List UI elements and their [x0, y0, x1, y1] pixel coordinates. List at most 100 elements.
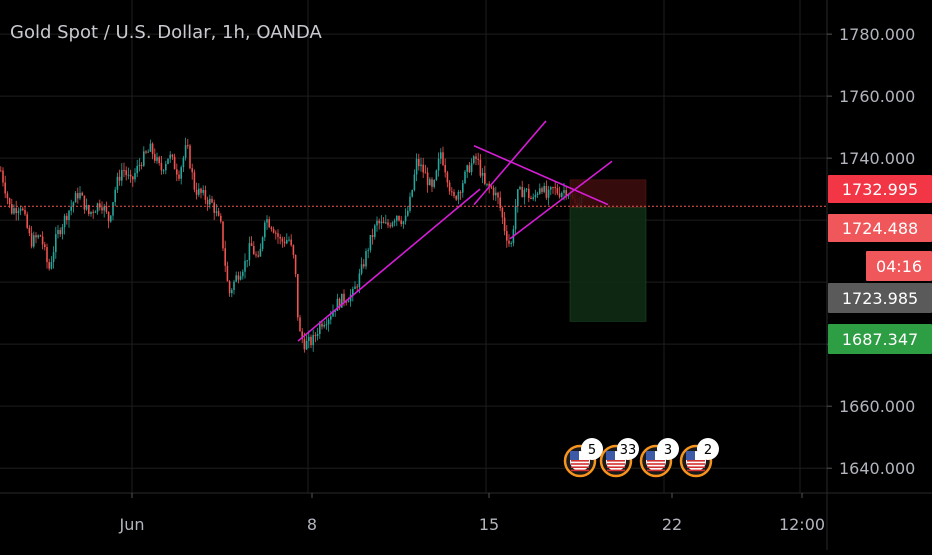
candle-body: [501, 207, 504, 218]
candle-body: [338, 298, 341, 308]
candle-body: [477, 158, 479, 160]
candle-body: [299, 317, 301, 332]
candle-body: [404, 215, 407, 222]
stop-price-badge-label: 1732.995: [842, 180, 918, 199]
current-price-badge[interactable]: [828, 214, 932, 242]
candle-body: [330, 316, 332, 320]
candle-body: [24, 209, 26, 215]
trendline-breakout-support[interactable]: [473, 120, 547, 206]
candle-body: [224, 248, 226, 266]
time-axis-label: 12:00: [779, 515, 825, 534]
candle-body: [70, 206, 72, 211]
candle-body: [407, 210, 409, 216]
candle-body: [442, 152, 444, 165]
candle-body: [0, 170, 2, 172]
trendline-descending-resistance[interactable]: [473, 144, 609, 206]
trendline-ascending-support[interactable]: [297, 188, 481, 342]
take-profit-zone[interactable]: [569, 207, 647, 322]
event-count-badge[interactable]: [657, 438, 679, 460]
candle-body: [385, 222, 387, 224]
candle-body: [325, 324, 328, 326]
us-flag-icon-stripe: [687, 463, 705, 465]
us-flag-icon-stripe: [571, 466, 589, 468]
us-flag-icon-stripe: [647, 466, 665, 468]
bar-countdown-badge[interactable]: [866, 251, 932, 281]
candle-body: [455, 195, 457, 200]
candle-body: [52, 252, 55, 262]
candle-body: [261, 237, 264, 249]
candle-body: [297, 274, 299, 318]
candle-body: [380, 221, 383, 224]
candle-body: [187, 145, 189, 147]
time-axis-label: 15: [479, 515, 499, 534]
us-flag-icon-stripe: [647, 469, 665, 472]
candle-body: [250, 243, 253, 246]
candle-body: [510, 243, 512, 245]
event-count-badge[interactable]: [617, 438, 639, 460]
candle-body: [479, 159, 482, 176]
target-price-badge[interactable]: [828, 324, 932, 354]
time-axis-label: 22: [662, 515, 682, 534]
event-count-badge[interactable]: [697, 438, 719, 460]
candle-body: [321, 323, 323, 327]
candle-body: [77, 193, 79, 199]
candle-body: [327, 319, 330, 325]
symbol-title[interactable]: Gold Spot / U.S. Dollar, 1h, OANDA: [10, 22, 322, 43]
candle-body: [259, 248, 262, 257]
us-flag-icon-stripe: [607, 460, 625, 462]
candle-body: [354, 286, 356, 289]
candle-body: [156, 157, 158, 161]
trendline-pennant-lower[interactable]: [509, 160, 613, 240]
candle-body: [182, 157, 185, 168]
bar-countdown-badge-label: 04:16: [876, 257, 922, 276]
candle-body: [371, 235, 374, 237]
candle-body: [369, 235, 372, 251]
candle-body: [497, 192, 499, 198]
candle-body: [228, 281, 231, 294]
candle-body: [539, 188, 541, 194]
candle-body: [561, 192, 563, 197]
candle-body: [391, 222, 394, 227]
candle-body: [92, 211, 94, 213]
candle-body: [506, 231, 508, 241]
candle-body: [308, 336, 310, 341]
candle-body: [204, 189, 207, 200]
candle-body: [74, 193, 77, 203]
candle-body: [312, 335, 314, 346]
candle-body: [94, 211, 97, 213]
candle-body: [134, 173, 136, 180]
entry-price-badge[interactable]: [828, 283, 932, 313]
candle-body: [4, 182, 6, 194]
us-flag-icon-stripe: [687, 469, 705, 472]
candle-body: [363, 264, 365, 267]
candle-body: [462, 183, 464, 193]
candle-body: [503, 217, 506, 232]
event-count-badge[interactable]: [581, 438, 603, 460]
candle-body: [464, 171, 466, 184]
candle-body: [567, 195, 570, 197]
candle-body: [112, 202, 114, 216]
candle-body: [415, 158, 418, 175]
candle-body: [286, 240, 288, 244]
candle-body: [151, 143, 154, 155]
candle-body: [272, 229, 275, 233]
candle-body: [184, 145, 187, 158]
candle-body: [451, 191, 453, 193]
candle-body: [46, 247, 48, 263]
price-axis-label: 1660.000: [839, 397, 915, 416]
candle-body: [39, 235, 42, 237]
candle-body: [37, 235, 39, 238]
candle-body: [160, 162, 163, 171]
candle-body: [398, 215, 400, 221]
candle-body: [195, 189, 198, 195]
candle-body: [176, 169, 178, 175]
candle-body: [332, 311, 334, 317]
stop-price-badge[interactable]: [828, 175, 932, 203]
candle-body: [558, 193, 561, 197]
candle-body: [365, 251, 367, 267]
candle-body: [521, 186, 523, 198]
candle-body: [13, 208, 15, 214]
candle-body: [44, 244, 46, 248]
